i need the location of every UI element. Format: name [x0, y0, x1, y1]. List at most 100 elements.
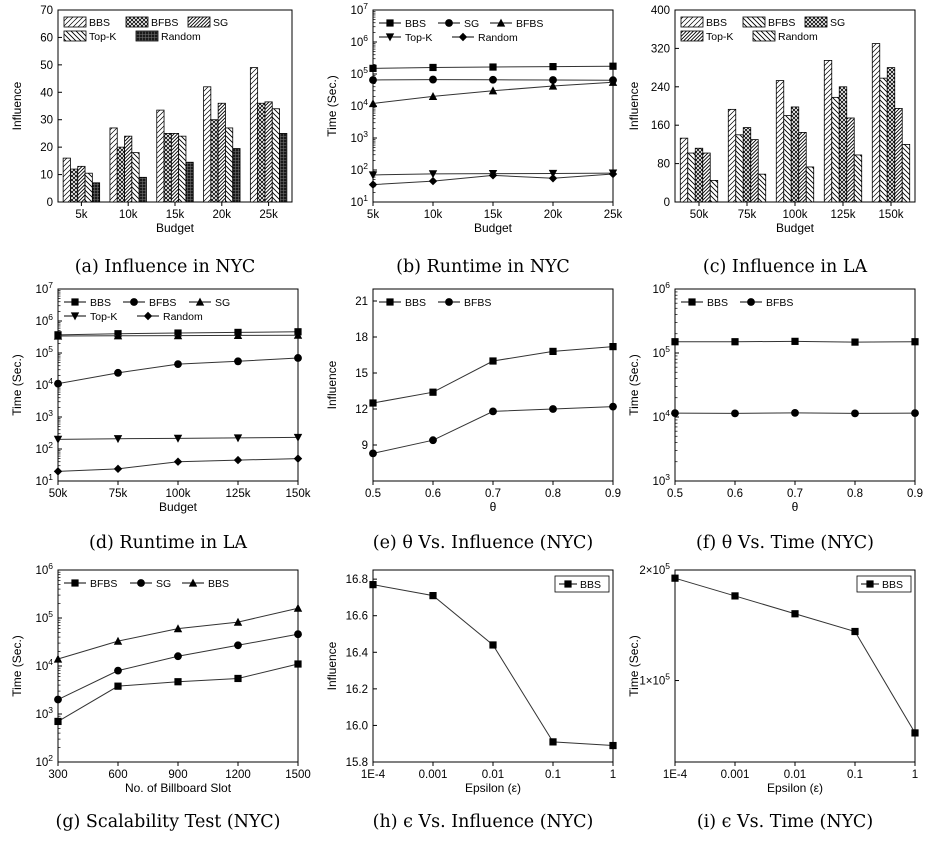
- bar-bfbs-1: [116, 146, 125, 203]
- chart-panel-f: 103 104 105 106 0.5 0.6 0.7 0.8 0.9 θ Time (Sec.) B…: [627, 280, 923, 553]
- x-tick-label: 75k: [109, 488, 128, 500]
- x-tick-label: 15k: [166, 209, 185, 221]
- bar-bbs-0: [679, 137, 689, 203]
- point-bfbs-4: [609, 402, 617, 411]
- point-bfbs-3: [234, 674, 242, 683]
- bar-bfbs-1: [735, 134, 744, 203]
- point-bfbs-3: [548, 81, 558, 90]
- point-random-1: [428, 176, 438, 186]
- x-tick-label: 1E-4: [663, 769, 688, 781]
- legend-marker: [458, 32, 468, 42]
- panel-caption: (g) Scalability Test (NYC): [56, 812, 281, 832]
- y-tick-label: 60: [40, 32, 53, 44]
- legend-label: SG: [215, 297, 230, 309]
- point-bbs-4: [911, 338, 919, 346]
- panel-caption: (d) Runtime in LA: [89, 533, 247, 553]
- point-bfbs-4: [911, 409, 919, 418]
- panel-caption: (c) Influence in LA: [703, 257, 868, 277]
- y-tick-label: 0: [664, 197, 670, 209]
- y-tick-label: 9: [362, 440, 368, 452]
- legend-marker: [137, 579, 145, 587]
- y-tick-label: 21: [355, 296, 368, 308]
- y-tick-label: 102: [35, 440, 53, 456]
- legend-label: Random: [478, 32, 518, 44]
- legend-marker: [386, 298, 394, 306]
- x-tick-label: 1500: [285, 769, 311, 781]
- legend-label: BFBS: [464, 297, 491, 309]
- y-tick-label: 105: [652, 344, 670, 360]
- legend-marker: [688, 298, 696, 306]
- legend-label: BFBS: [516, 18, 543, 30]
- y-axis-label: Time (Sec.): [10, 354, 24, 416]
- legend-label: BBS: [208, 578, 229, 590]
- y-tick-label: 30: [40, 115, 53, 127]
- bar-top-k-2: [798, 131, 807, 203]
- panel-caption: (e) θ Vs. Influence (NYC): [373, 533, 594, 553]
- legend-swatch: [187, 16, 211, 28]
- point-random-3: [548, 174, 558, 183]
- bar-sg-1: [124, 135, 133, 203]
- y-tick-label: 70: [40, 5, 53, 17]
- bar-bbs-1: [109, 127, 118, 203]
- legend-label: Random: [161, 31, 201, 43]
- point-bbs-4: [609, 741, 617, 750]
- chart-panel-b: 101 102 103 104 105 106 107 5k 10k 15k 20k 25k Budge…: [325, 1, 623, 277]
- y-tick-label: 104: [35, 657, 53, 673]
- point-top-k-3: [233, 434, 243, 443]
- legend-label: BBS: [580, 579, 601, 591]
- legend-label: SG: [156, 578, 171, 590]
- legend-label: Top-K: [89, 31, 116, 43]
- point-bfbs-3: [851, 409, 859, 418]
- point-bfbs-1: [429, 436, 437, 445]
- point-bfbs-1: [428, 91, 438, 100]
- point-bbs-1: [731, 592, 739, 600]
- legend-marker: [70, 312, 80, 321]
- x-tick-label: 0.7: [485, 488, 501, 500]
- x-tick-label: 0.001: [419, 769, 448, 781]
- legend-label: BBS: [706, 17, 727, 29]
- point-top-k-1: [428, 170, 438, 179]
- legend-label: Top-K: [90, 311, 117, 323]
- y-tick-label: 15.8: [346, 757, 368, 769]
- y-axis-label: Time (Sec.): [10, 635, 24, 697]
- y-tick-label: 2×105: [639, 561, 670, 577]
- x-tick-label: 900: [168, 769, 187, 781]
- x-tick-label: 1E-4: [361, 769, 386, 781]
- point-bbs-1: [113, 636, 123, 645]
- legend-swatch: [135, 30, 159, 42]
- legend-label: BBS: [90, 297, 111, 309]
- y-tick-label: 0: [47, 197, 53, 209]
- point-bbs-0: [369, 581, 377, 589]
- y-tick-label: 50: [40, 60, 53, 72]
- point-top-k-3: [548, 169, 558, 178]
- y-tick-label: 103: [35, 408, 53, 424]
- bar-sg-4: [886, 67, 896, 203]
- point-bbs-0: [671, 574, 679, 582]
- point-bfbs-3: [234, 357, 242, 366]
- legend-label: SG: [830, 17, 845, 29]
- point-sg-0: [369, 76, 377, 84]
- legend-marker: [71, 579, 79, 587]
- bar-bfbs-3: [210, 119, 219, 203]
- point-bfbs-3: [549, 405, 557, 413]
- x-tick-label: 50k: [49, 488, 68, 500]
- x-tick-label: 300: [48, 769, 67, 781]
- plot-frame: [372, 569, 614, 763]
- x-tick-label: 0.6: [727, 488, 743, 500]
- bar-random-1: [757, 173, 767, 203]
- point-bfbs-2: [489, 407, 497, 416]
- y-tick-label: 106: [652, 280, 670, 296]
- y-tick-label: 80: [657, 159, 670, 171]
- point-bbs-0: [671, 338, 679, 346]
- legend-marker: [386, 19, 394, 27]
- point-sg-3: [549, 76, 557, 84]
- point-bfbs-0: [369, 449, 377, 458]
- bar-bbs-1: [727, 108, 737, 203]
- legend-marker: [445, 298, 453, 306]
- legend-label: SG: [464, 18, 479, 30]
- y-tick-label: 104: [35, 376, 53, 392]
- plot-frame: [674, 569, 916, 763]
- x-tick-label: 100k: [166, 488, 191, 500]
- plot-frame: [57, 569, 299, 763]
- point-random-2: [173, 457, 183, 466]
